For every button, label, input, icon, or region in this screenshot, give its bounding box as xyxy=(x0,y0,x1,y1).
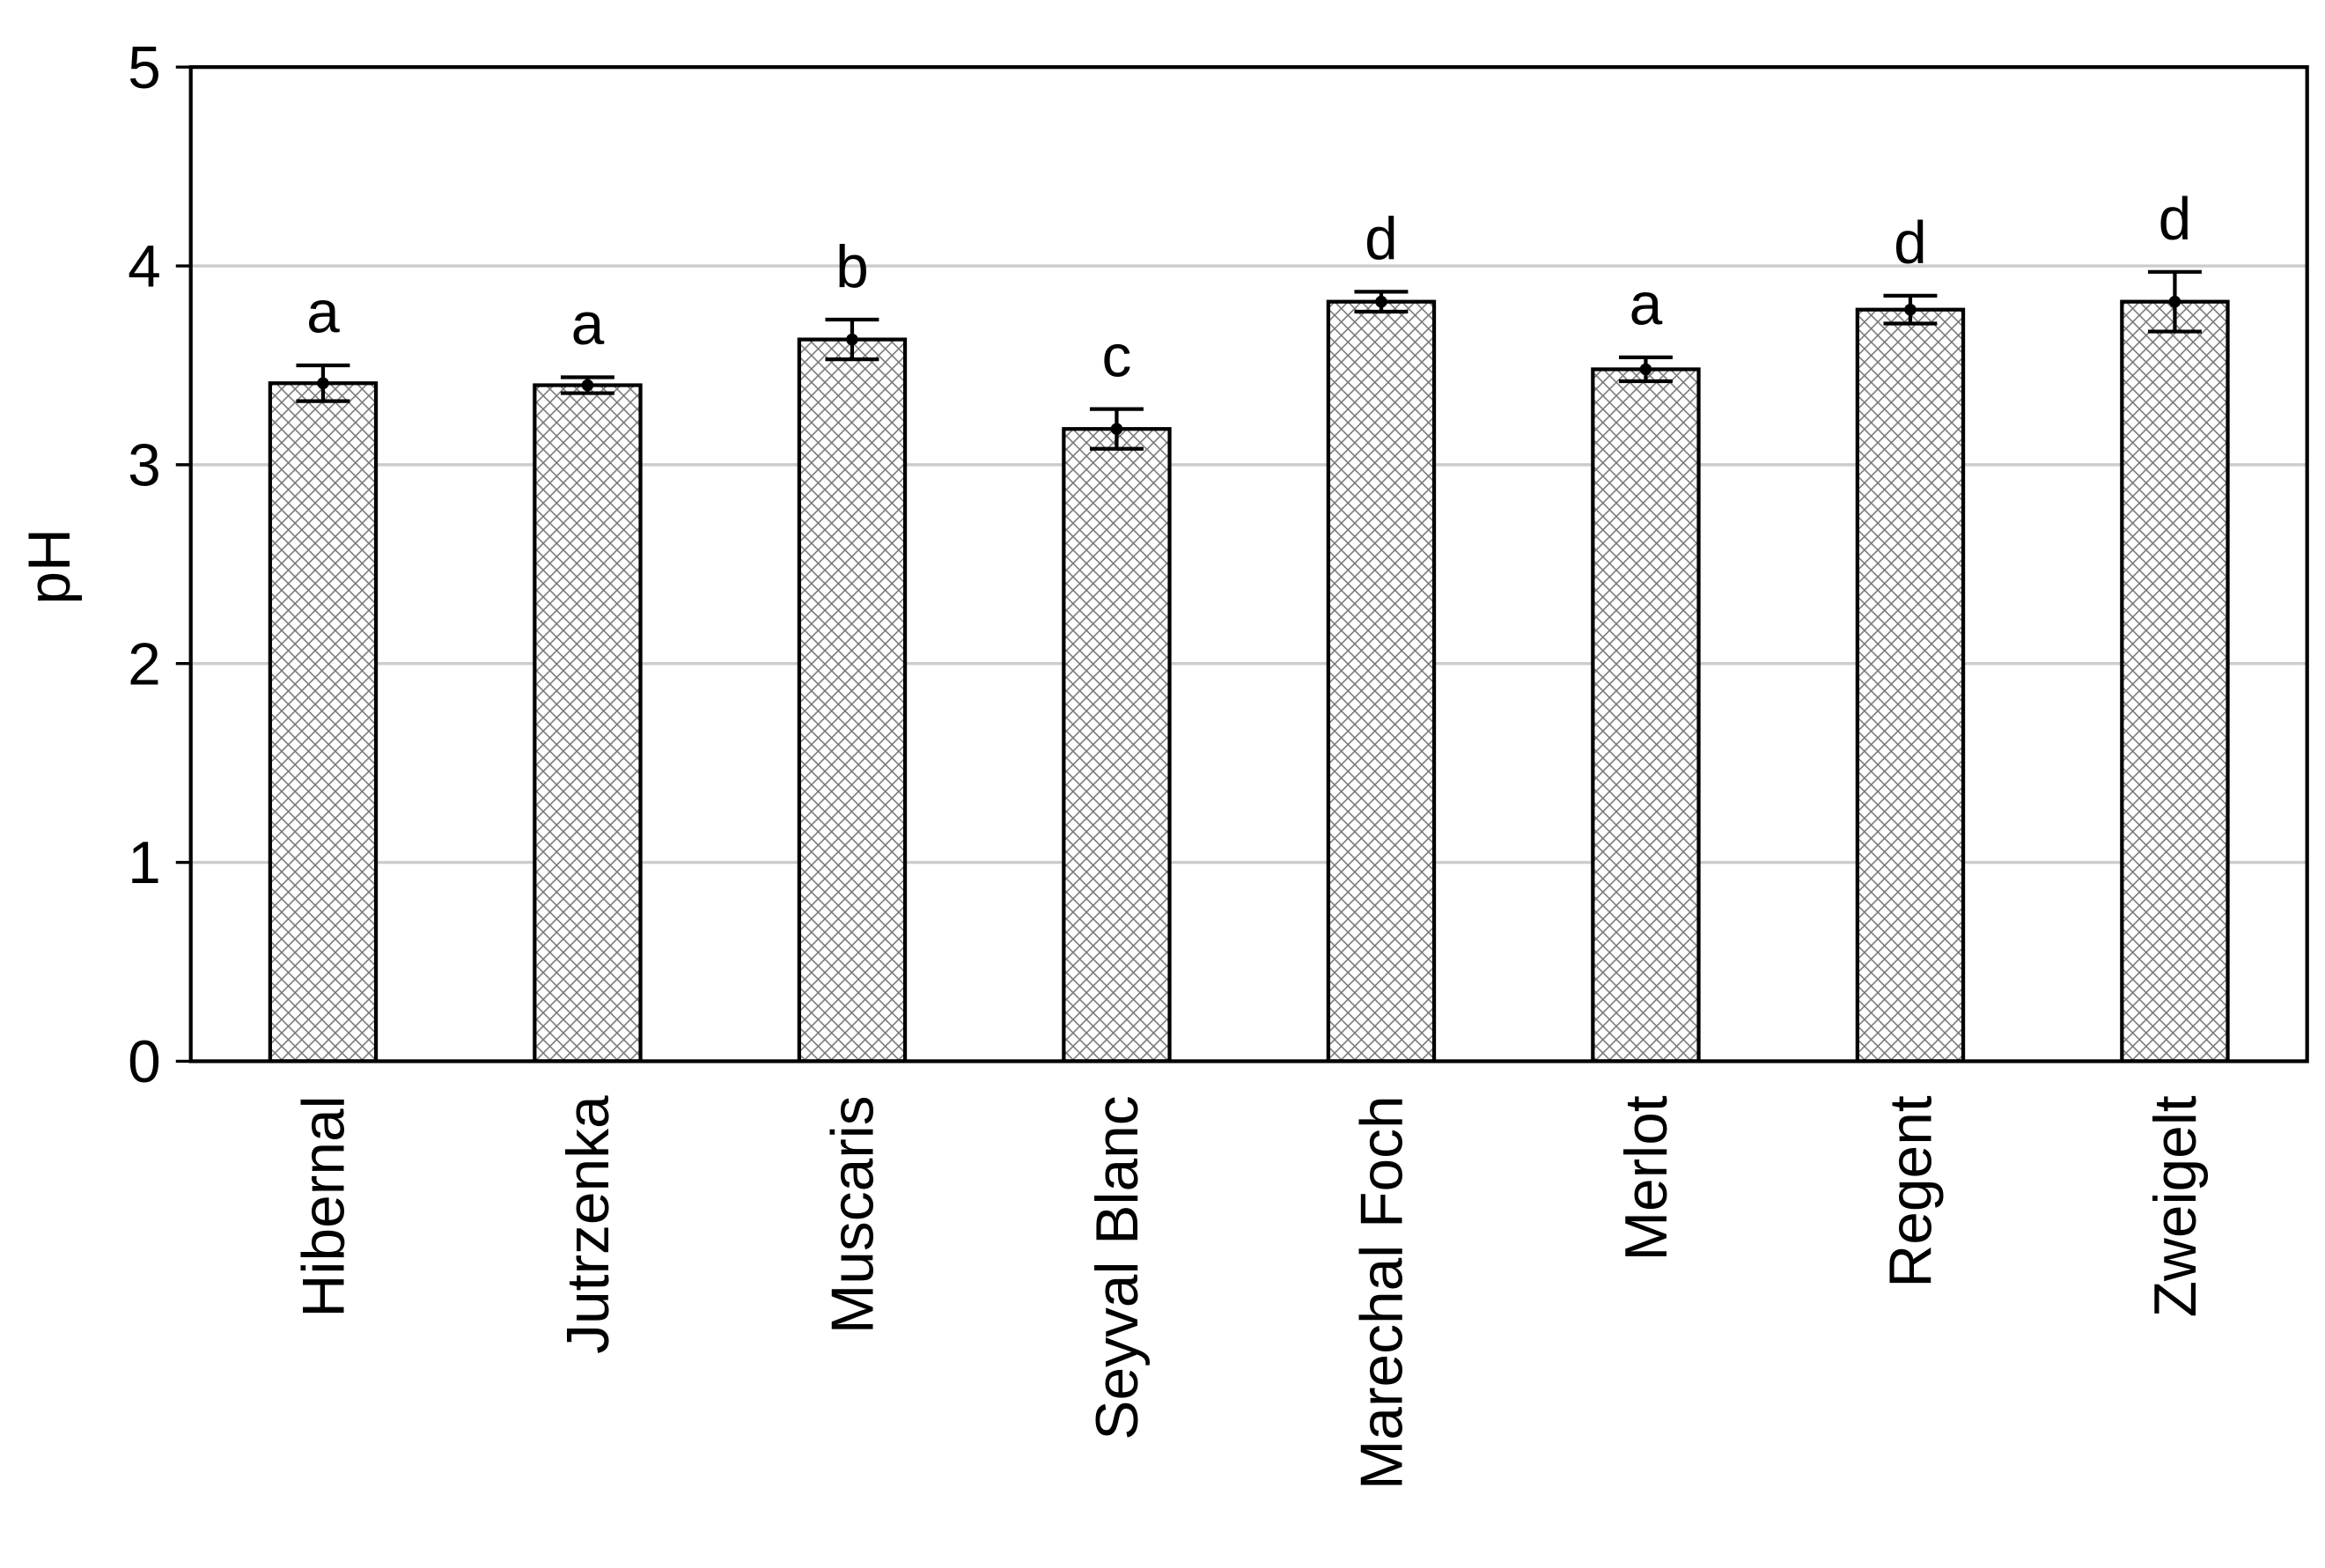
bar xyxy=(1591,367,1701,1064)
bar xyxy=(533,383,643,1064)
x-tick-label: Regent xyxy=(1879,1095,1945,1288)
y-tick-label: 5 xyxy=(128,35,161,101)
x-tick-label: Merlot xyxy=(1614,1095,1680,1261)
x-tick-label: Hibernal xyxy=(291,1095,357,1317)
annotation: a xyxy=(306,280,340,346)
annotation: d xyxy=(1894,210,1927,276)
annotation: a xyxy=(1630,272,1663,338)
bar xyxy=(1855,307,1966,1064)
bar xyxy=(1062,427,1172,1064)
y-tick-label: 4 xyxy=(128,234,161,300)
bar xyxy=(2120,299,2230,1064)
x-tick-label: Zweigelt xyxy=(2143,1095,2209,1317)
x-tick-label: Seyval Blanc xyxy=(1085,1095,1151,1439)
y-tick-label: 0 xyxy=(128,1029,161,1095)
mean-dot xyxy=(317,377,329,390)
y-axis-label: pH xyxy=(17,528,83,605)
bar xyxy=(268,381,379,1064)
y-tick-label: 1 xyxy=(128,830,161,896)
x-tick-label: Jutrzenka xyxy=(555,1095,622,1354)
mean-dot xyxy=(2168,295,2182,308)
mean-dot xyxy=(581,379,594,392)
plot-frame xyxy=(188,65,2309,1064)
annotation: d xyxy=(1365,206,1398,272)
annotation: d xyxy=(2159,187,2192,253)
x-tick-label: Muscaris xyxy=(820,1095,887,1334)
mean-dot xyxy=(846,333,858,346)
mean-dot xyxy=(1904,303,1917,316)
y-tick-label: 3 xyxy=(128,433,161,499)
annotation: a xyxy=(571,291,605,357)
bar xyxy=(1326,299,1437,1064)
mean-dot xyxy=(1639,363,1652,376)
x-tick-label: Marechal Foch xyxy=(1350,1095,1416,1490)
annotation: b xyxy=(835,234,869,300)
mean-dot xyxy=(1375,295,1387,308)
y-tick-label: 2 xyxy=(128,631,161,697)
mean-dot xyxy=(1110,423,1123,435)
annotation: c xyxy=(1102,323,1132,389)
bar xyxy=(797,337,908,1064)
